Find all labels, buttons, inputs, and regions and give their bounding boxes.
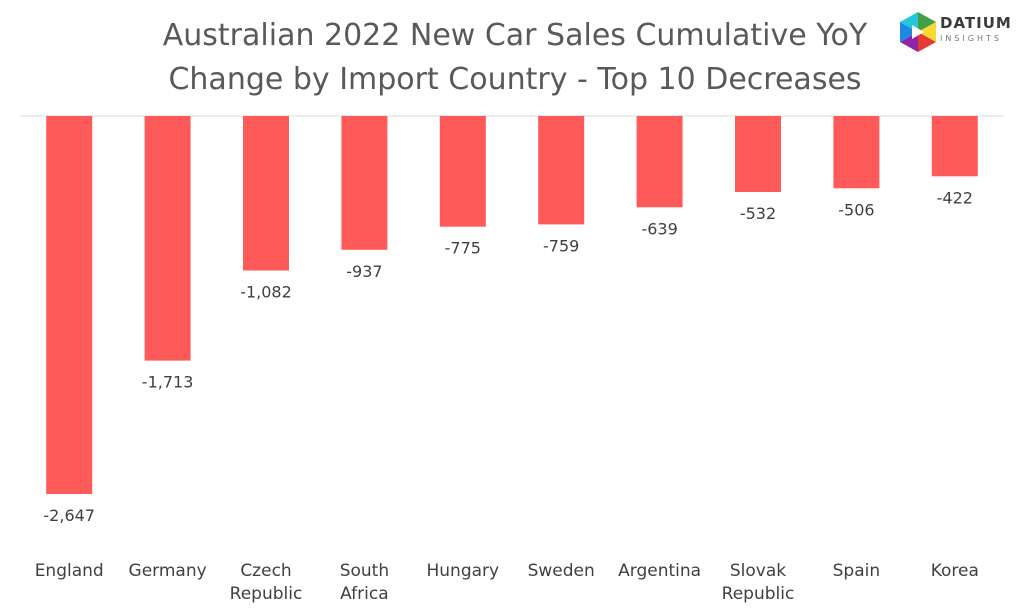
logo-wordmark: DATIUM xyxy=(940,14,1012,32)
data-label: -775 xyxy=(445,239,481,258)
bar xyxy=(538,116,585,225)
bar xyxy=(439,116,486,227)
bar xyxy=(735,116,781,192)
bar xyxy=(931,116,978,177)
data-label: -937 xyxy=(346,262,382,281)
chart-title: Australian 2022 New Car Sales Cumulative… xyxy=(110,14,920,102)
bar xyxy=(144,116,191,361)
bar xyxy=(46,116,93,494)
data-label: -759 xyxy=(543,236,579,255)
datium-logo-mark-icon xyxy=(900,12,936,52)
bar xyxy=(833,116,880,189)
data-label: -639 xyxy=(641,219,677,238)
bar xyxy=(243,116,289,271)
chart-title-line-2: Change by Import Country - Top 10 Decrea… xyxy=(168,62,862,97)
bar xyxy=(636,116,683,208)
category-label: Korea xyxy=(931,561,979,581)
data-label: -2,647 xyxy=(43,506,95,525)
category-label: England xyxy=(35,561,104,581)
data-label: -1,713 xyxy=(142,373,194,392)
category-label: Republic xyxy=(722,584,795,604)
data-label: -506 xyxy=(838,200,874,219)
category-label: Slovak xyxy=(730,561,786,581)
category-label: Argentina xyxy=(618,561,701,581)
category-label: Republic xyxy=(230,584,303,604)
category-label: Spain xyxy=(833,561,881,581)
data-label: -532 xyxy=(740,204,776,223)
data-label: -422 xyxy=(937,188,973,207)
category-label: Sweden xyxy=(528,561,595,581)
category-label: Germany xyxy=(129,561,207,581)
category-label: Hungary xyxy=(427,561,500,581)
logo-tagline: INSIGHTS xyxy=(940,34,1002,43)
bar xyxy=(341,116,388,250)
datium-logo: DATIUM INSIGHTS xyxy=(898,10,1018,54)
category-label: Africa xyxy=(340,584,389,604)
category-label: South xyxy=(340,561,389,581)
chart-title-line-1: Australian 2022 New Car Sales Cumulative… xyxy=(162,18,868,53)
category-label: Czech xyxy=(240,561,291,581)
data-label: -1,082 xyxy=(240,283,292,302)
